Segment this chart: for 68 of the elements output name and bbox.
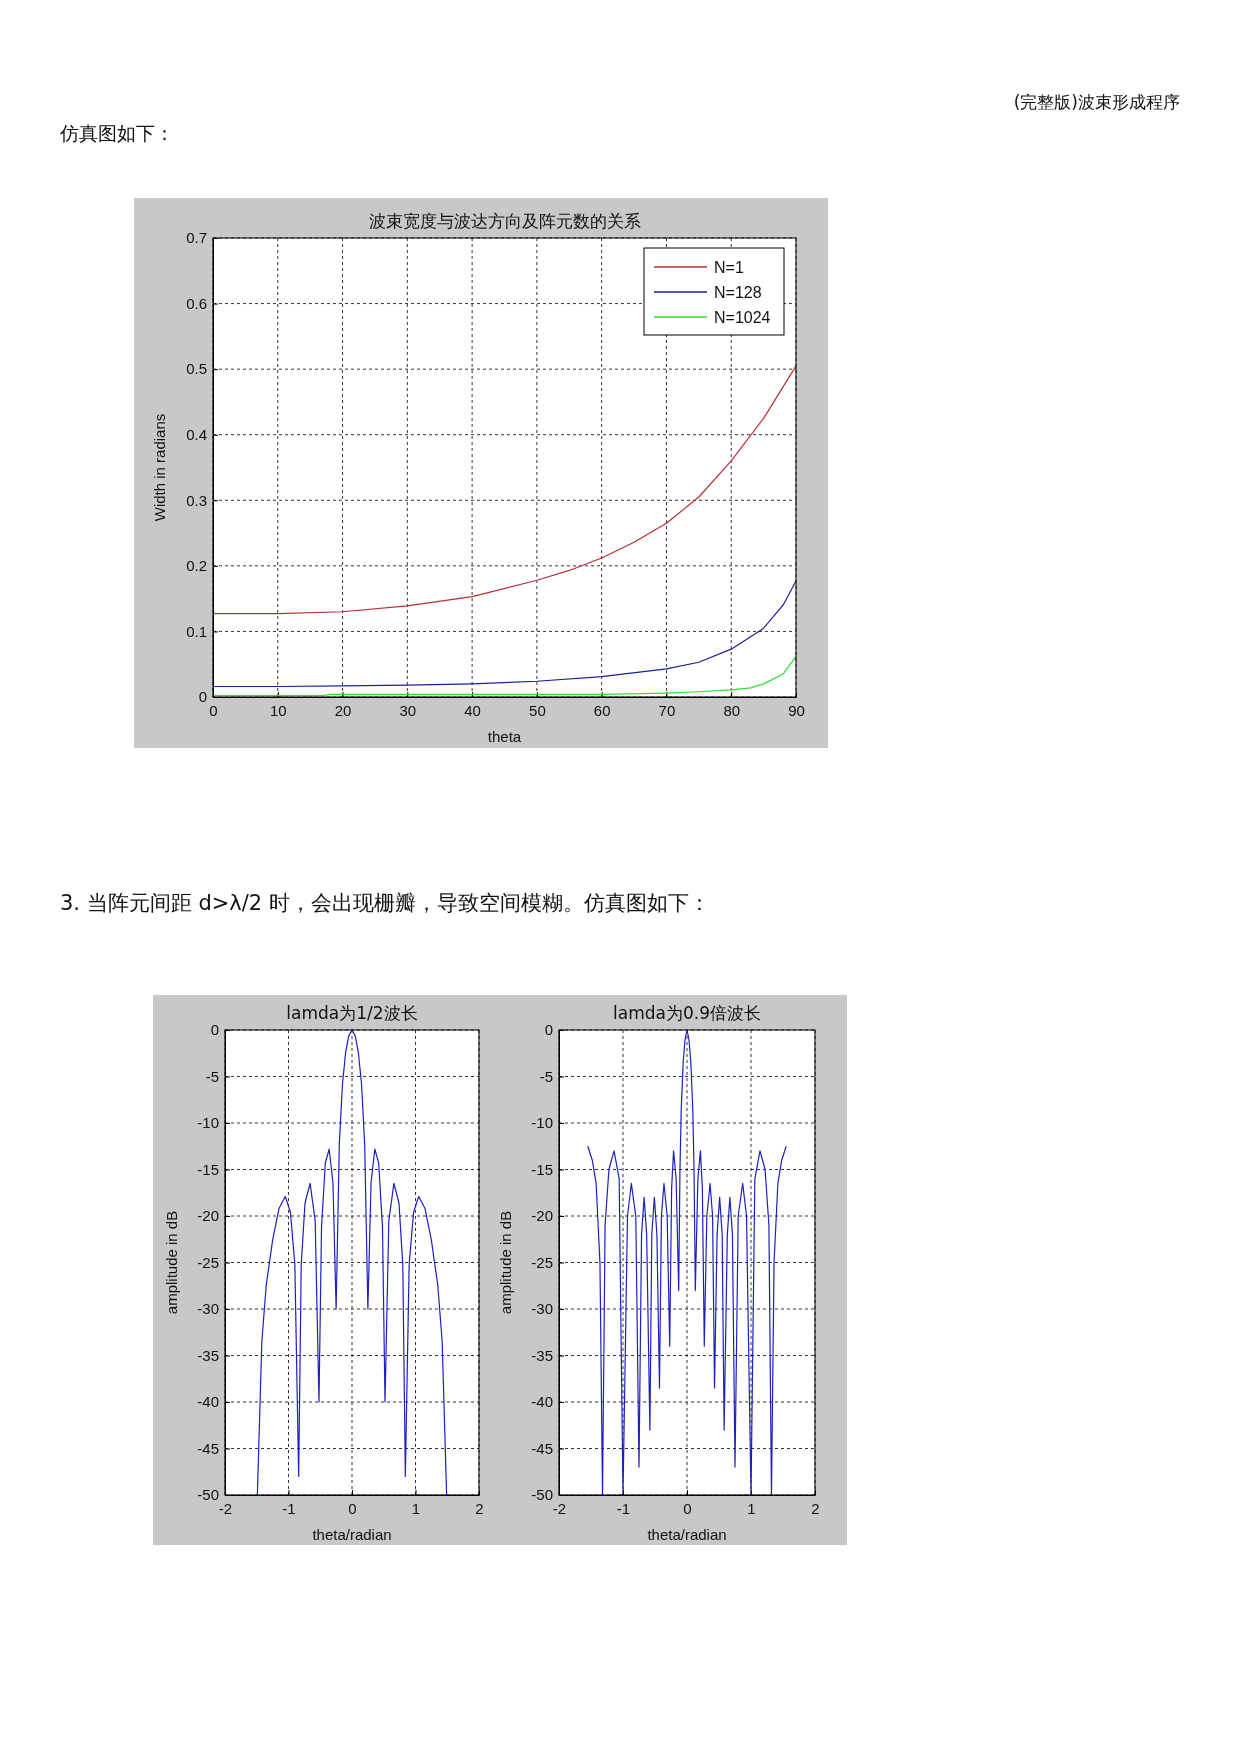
x-tick-label: 2	[475, 1499, 484, 1517]
x-tick-label: -2	[218, 1499, 233, 1517]
y-tick-label: 0.6	[186, 294, 207, 312]
line-series	[212, 580, 797, 688]
y-tick-label: 0.1	[186, 622, 207, 640]
y-tick-label: 0.4	[186, 426, 207, 444]
y-tick-label: -35	[197, 1346, 219, 1364]
chart-title: 波束宽度与波达方向及阵元数的关系	[368, 211, 641, 231]
x-tick-label: 20	[334, 701, 352, 719]
y-tick-label: 0	[544, 1021, 553, 1039]
y-axis-title: amplitude in dB	[497, 1210, 514, 1315]
y-axis-title: Width in radians	[151, 413, 168, 522]
y-tick-label: -45	[531, 1439, 553, 1457]
chart-title: lamda为1/2波长	[286, 1003, 418, 1023]
x-axis-title: theta/radian	[312, 1526, 392, 1543]
y-tick-label: -45	[197, 1439, 219, 1457]
x-axis-title: theta	[487, 728, 522, 745]
y-tick-label: -15	[531, 1160, 553, 1178]
x-tick-label: 0	[683, 1499, 692, 1517]
legend-label: N=1	[714, 259, 744, 276]
x-tick-label: 60	[593, 701, 611, 719]
y-tick-label: -50	[197, 1486, 219, 1504]
x-tick-label: 80	[723, 701, 741, 719]
legend-label: N=128	[714, 284, 762, 301]
text: 仿真图如下：	[59, 122, 174, 144]
y-tick-label: -40	[197, 1393, 219, 1411]
y-tick-label: -30	[197, 1300, 219, 1318]
legend-label: N=1024	[714, 309, 771, 326]
y-tick-label: -10	[531, 1114, 553, 1132]
x-tick-label: 50	[529, 701, 546, 719]
x-tick-label: 30	[399, 701, 417, 719]
y-tick-label: -25	[197, 1253, 219, 1271]
x-tick-label: 90	[788, 701, 805, 719]
y-tick-label: -10	[197, 1114, 219, 1132]
y-tick-label: 0.7	[186, 229, 207, 247]
line-series	[256, 1029, 448, 1496]
y-tick-label: -20	[197, 1207, 219, 1225]
y-tick-label: -20	[531, 1207, 553, 1225]
x-tick-label: 40	[464, 701, 481, 719]
x-tick-label: -2	[552, 1499, 567, 1517]
y-tick-label: 0	[198, 688, 207, 706]
line-series	[587, 1029, 787, 1496]
y-tick-label: -50	[531, 1486, 553, 1504]
x-axis-title: theta/radian	[647, 1526, 727, 1543]
text: (完整版)波束形成程序	[1013, 92, 1180, 112]
line-series	[212, 365, 797, 615]
x-tick-label: 0	[348, 1499, 357, 1517]
y-tick-label: -25	[531, 1253, 553, 1271]
y-tick-label: -40	[531, 1393, 553, 1411]
y-tick-label: -5	[539, 1067, 553, 1085]
y-tick-label: 0.2	[186, 557, 207, 575]
y-tick-label: 0	[210, 1021, 219, 1039]
x-tick-label: 70	[658, 701, 676, 719]
y-tick-label: -5	[205, 1067, 219, 1085]
y-axis-title: amplitude in dB	[163, 1210, 180, 1315]
x-tick-label: 1	[411, 1499, 421, 1517]
x-tick-label: -1	[282, 1499, 296, 1517]
x-tick-label: 10	[269, 701, 287, 719]
chart-title: lamda为0.9倍波长	[613, 1003, 761, 1023]
text: 3. 当阵元间距 d>λ/2 时，会出现栅瓣，导致空间模糊。仿真图如下：	[60, 891, 710, 915]
y-tick-label: 0.3	[186, 491, 207, 509]
y-tick-label: -15	[197, 1160, 219, 1178]
y-tick-label: 0.5	[186, 360, 207, 378]
x-tick-label: -1	[616, 1499, 631, 1517]
y-tick-label: -35	[531, 1346, 553, 1364]
y-tick-label: -30	[531, 1300, 553, 1318]
x-tick-label: 2	[811, 1499, 820, 1517]
x-tick-label: 1	[747, 1499, 756, 1517]
